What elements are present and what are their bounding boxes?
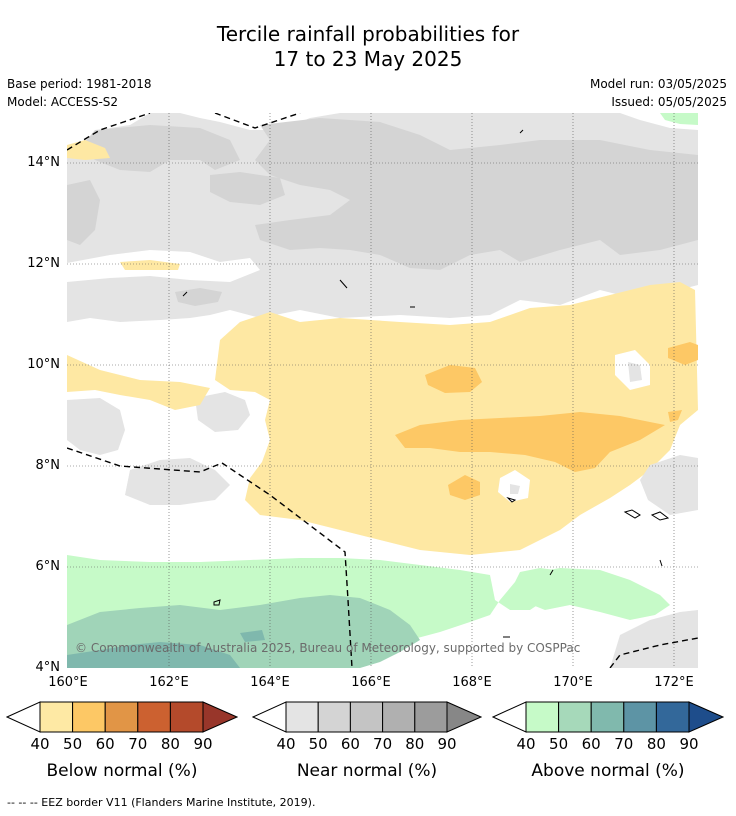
- below-tick-70: 70: [128, 735, 148, 753]
- below-normal-50-patch-1: [395, 412, 665, 472]
- above-tick-40: 40: [516, 735, 536, 753]
- colorbar-above-bin-70: [623, 701, 657, 733]
- lon-label-172e: 172°E: [654, 675, 694, 690]
- issued-date: Issued: 05/05/2025: [611, 95, 727, 109]
- colorbar-below-high-arrow: [202, 701, 238, 733]
- map-gridlines: [67, 113, 698, 668]
- map-fill-layers: [67, 113, 698, 668]
- colorbar-below-caption: Below normal (%): [46, 761, 198, 781]
- colorbar-near-normal: [252, 701, 482, 733]
- chart-title: Tercile rainfall probabilities for 17 to…: [0, 22, 736, 72]
- colorbar-near-bin-50: [317, 701, 351, 733]
- model-name: Model: ACCESS-S2: [7, 95, 119, 109]
- near-normal-40-east-blob: [640, 455, 698, 515]
- colorbar-below-bin-70: [137, 701, 171, 733]
- colorbar-above-bin-50: [558, 701, 592, 733]
- title-line-1: Tercile rainfall probabilities for: [216, 22, 520, 46]
- below-tick-50: 50: [63, 735, 83, 753]
- above-tick-80: 80: [646, 735, 666, 753]
- near-normal-50-patch-4: [67, 180, 100, 245]
- below-normal-40-top-left: [67, 140, 110, 160]
- lat-label-12n: 12°N: [27, 256, 60, 271]
- colorbar-below-bin-50: [72, 701, 106, 733]
- below-tick-80: 80: [160, 735, 180, 753]
- colorbar-above-normal: [492, 701, 724, 733]
- below-normal-40-region: [215, 282, 698, 555]
- colorbar-below-bin-60: [104, 701, 139, 733]
- above-normal-60-small: [240, 630, 265, 642]
- lat-label-8n: 8°N: [35, 458, 61, 473]
- below-normal-50-patch-2: [425, 365, 482, 393]
- lon-label-170e: 170°E: [553, 675, 593, 690]
- lon-label-164e: 164°E: [250, 675, 290, 690]
- lat-label-6n: 6°N: [35, 559, 61, 574]
- colorbar-near-bin-40: [285, 701, 319, 733]
- lat-label-14n: 14°N: [27, 155, 60, 170]
- colorbar-below-bin-40: [39, 701, 74, 733]
- above-tick-50: 50: [549, 735, 569, 753]
- model-run: Model run: 03/05/2025: [589, 77, 727, 91]
- below-normal-50-patch-5: [668, 410, 682, 422]
- near-tick-40: 40: [276, 735, 296, 753]
- colorbar-near-high-arrow: [446, 701, 482, 733]
- near-normal-50-patch-1: [80, 125, 240, 172]
- below-tick-90: 90: [193, 735, 213, 753]
- lon-label-168e: 168°E: [452, 675, 492, 690]
- below-normal-50-patch-4: [668, 342, 698, 365]
- lat-label-4n: 4°N: [35, 660, 61, 675]
- white-gap-top-center: [180, 113, 340, 130]
- above-normal-40-east: [520, 568, 670, 620]
- copyright-notice: © Commonwealth of Australia 2025, Bureau…: [75, 641, 581, 655]
- title-line-2: 17 to 23 May 2025: [273, 47, 463, 71]
- below-normal-40-west-strip: [67, 355, 210, 410]
- lon-label-166e: 166°E: [351, 675, 391, 690]
- above-tick-60: 60: [581, 735, 601, 753]
- near-tick-60: 60: [340, 735, 360, 753]
- near-tick-90: 90: [437, 735, 457, 753]
- near-normal-40-mid-blob: [195, 392, 250, 432]
- above-normal-40-top-right: [660, 113, 698, 125]
- colorbar-below-normal: [6, 701, 238, 733]
- near-normal-50-patch-3: [210, 172, 285, 205]
- colorbar-above-caption: Above normal (%): [531, 761, 685, 781]
- near-normal-40-west-blob: [67, 398, 125, 455]
- above-tick-70: 70: [614, 735, 634, 753]
- above-normal-60-region: [67, 642, 240, 668]
- colorbar-above-high-arrow: [688, 701, 724, 733]
- colorbar-above-bin-80: [655, 701, 690, 733]
- meta-right: Model run: 03/05/2025 Issued: 05/05/2025: [590, 75, 727, 111]
- colorbar-near-low-arrow: [252, 701, 287, 733]
- near-normal-40-southeast: [610, 610, 698, 668]
- probability-map: [67, 113, 698, 668]
- base-period: Base period: 1981-2018: [7, 77, 152, 91]
- near-normal-50-patch-2: [255, 118, 698, 270]
- colorbar-below-bin-80: [169, 701, 204, 733]
- below-normal-50-patch-3: [448, 475, 480, 500]
- lon-label-160e: 160°E: [48, 675, 88, 690]
- colorbar-above-low-arrow: [492, 701, 527, 733]
- below-tick-60: 60: [95, 735, 115, 753]
- below-tick-40: 40: [30, 735, 50, 753]
- colorbar-near-caption: Near normal (%): [296, 761, 438, 781]
- colorbar-below-low-arrow: [6, 701, 41, 733]
- colorbar-near-bin-60: [349, 701, 384, 733]
- lon-label-162e: 162°E: [149, 675, 189, 690]
- hole-near-169e-inner: [510, 484, 520, 494]
- colorbar-near-bin-80: [414, 701, 448, 733]
- lat-label-10n: 10°N: [27, 357, 60, 372]
- eez-border-lines: [67, 113, 698, 668]
- colorbar-above-bin-40: [525, 701, 560, 733]
- colorbar-above-bin-60: [590, 701, 625, 733]
- near-tick-70: 70: [373, 735, 393, 753]
- island-outlines: [182, 129, 670, 638]
- near-tick-50: 50: [308, 735, 328, 753]
- near-tick-80: 80: [405, 735, 425, 753]
- white-gap-top-left: [67, 113, 150, 150]
- eez-footnote: -- -- -- EEZ border V11 (Flanders Marine…: [7, 796, 316, 809]
- meta-left: Base period: 1981-2018 Model: ACCESS-S2: [7, 75, 152, 111]
- hole-near-170e-inner: [628, 362, 642, 382]
- below-normal-40-12n-strip: [120, 260, 180, 270]
- colorbar-near-bin-70: [382, 701, 416, 733]
- above-tick-90: 90: [679, 735, 699, 753]
